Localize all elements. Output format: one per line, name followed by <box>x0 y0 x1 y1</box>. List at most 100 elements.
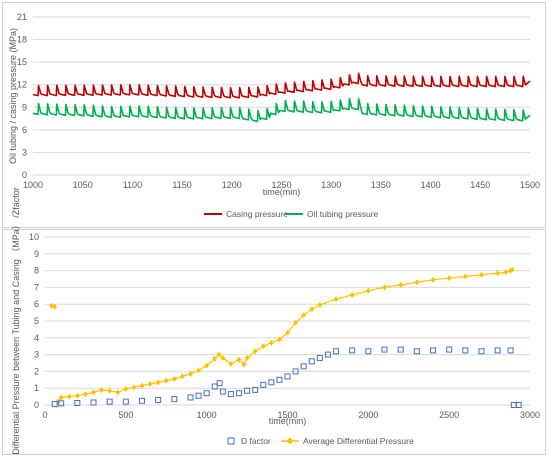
data-point-d-factor <box>494 347 501 354</box>
y-tick-label: 18 <box>17 35 27 45</box>
data-point-d-factor <box>252 386 259 393</box>
data-point-d-factor <box>446 346 453 353</box>
data-point-d-factor <box>236 390 242 397</box>
y-tick-label: 6 <box>34 299 39 309</box>
data-point-average <box>398 281 404 288</box>
data-point-average <box>260 343 266 350</box>
data-point-d-factor <box>106 398 113 405</box>
data-point-average <box>414 279 420 286</box>
y-tick-label: 3 <box>22 147 27 157</box>
data-point-average <box>503 269 509 276</box>
data-point-average <box>495 270 501 277</box>
x-tick-label: 1000 <box>23 180 43 190</box>
series-line-oil-tubing <box>32 97 531 123</box>
y-tick-label: 2 <box>34 366 39 376</box>
data-point-d-factor <box>413 348 420 355</box>
legend-marker <box>286 437 294 445</box>
data-point-d-factor <box>51 401 58 408</box>
data-point-d-factor <box>365 348 372 355</box>
y-tick-label: 21 <box>17 12 27 22</box>
data-point-average <box>365 287 371 294</box>
data-point-d-factor <box>349 347 356 354</box>
data-point-d-factor <box>430 347 436 354</box>
data-point-d-factor <box>74 399 81 406</box>
data-point-average <box>462 273 468 280</box>
data-point-average <box>52 303 58 310</box>
y-tick-label: 15 <box>17 57 27 67</box>
data-point-d-factor <box>244 387 251 394</box>
x-tick-label: 1400 <box>421 180 441 190</box>
data-point-average <box>204 362 210 369</box>
data-point-d-factor <box>276 376 283 383</box>
data-point-average <box>479 271 484 278</box>
data-point-d-factor <box>187 394 194 401</box>
y-axis-label: Differential Pressure between Tubing and… <box>11 187 21 454</box>
data-point-average <box>277 336 282 343</box>
x-tick-label: 1000 <box>197 410 217 420</box>
y-tick-label: 9 <box>22 102 27 112</box>
data-point-d-factor <box>216 380 223 387</box>
data-point-d-factor <box>316 354 323 361</box>
x-tick-label: 1250 <box>271 180 291 190</box>
x-tick-label: 3000 <box>520 410 540 420</box>
data-point-average <box>66 393 72 400</box>
data-point-average <box>115 389 121 396</box>
data-point-d-factor <box>122 398 129 405</box>
data-point-d-factor <box>211 383 218 390</box>
differential-chart: 0 1 2 3 4 5 6 7 8 9 10 0 500 1000 1500 2000 2500 3000 time… <box>11 187 540 454</box>
data-point-average <box>188 370 193 377</box>
y-tick-label: 12 <box>17 80 27 90</box>
data-point-d-factor <box>515 402 522 408</box>
data-point-average <box>317 302 323 309</box>
data-point-d-factor <box>58 400 65 407</box>
data-point-average <box>430 276 436 283</box>
data-point-d-factor <box>478 348 485 355</box>
x-axis-label: time(min) <box>269 416 307 426</box>
data-point-average <box>91 389 96 396</box>
x-tick-label: 1300 <box>321 180 341 190</box>
pressure-chart: 0 3 6 9 12 15 18 21 1000 1050 1100 1150 1200 1250 1300… <box>8 12 540 219</box>
data-point-d-factor <box>292 368 299 375</box>
data-point-average <box>196 367 201 374</box>
data-point-d-factor <box>203 390 210 397</box>
data-point-average <box>74 392 80 399</box>
y-axis-label: Oil tubing / casing pressure (MPa) <box>8 28 18 164</box>
data-point-average <box>212 355 218 362</box>
x-tick-label: 1200 <box>222 180 242 190</box>
x-tick-label: 1500 <box>520 180 540 190</box>
x-axis-label: time(min) <box>263 187 301 197</box>
y-tick-label: 6 <box>22 125 27 135</box>
data-point-d-factor <box>324 351 331 358</box>
data-point-d-factor <box>268 379 275 386</box>
data-point-average <box>58 394 64 401</box>
series-line-average <box>57 269 513 402</box>
data-point-d-factor <box>90 399 97 406</box>
x-tick-label: 2500 <box>439 410 459 420</box>
data-point-d-factor <box>195 392 202 399</box>
data-point-average <box>252 348 258 355</box>
data-point-average <box>123 386 129 393</box>
data-point-average <box>107 387 113 394</box>
data-point-average <box>228 360 234 367</box>
x-tick-label: 1500 <box>277 410 297 420</box>
data-point-average <box>241 361 247 368</box>
y-tick-label: 4 <box>34 333 39 343</box>
data-point-d-factor <box>462 347 469 354</box>
legend-label: Oil tubing pressure <box>307 209 379 219</box>
data-point-average <box>268 339 274 346</box>
data-point-average <box>309 306 315 313</box>
differential-chart-panel: 0 1 2 3 4 5 6 7 8 9 10 0 500 1000 1500 2000 2500 3000 time… <box>2 187 546 455</box>
y-tick-label: 7 <box>34 282 39 292</box>
data-point-average <box>382 284 387 291</box>
data-point-d-factor <box>397 346 404 353</box>
data-point-d-factor <box>300 363 307 370</box>
legend-label: Average Differential Pressure <box>303 436 414 446</box>
x-tick-label: 0 <box>42 410 47 420</box>
data-point-average <box>180 373 185 380</box>
x-tick-label: 500 <box>118 410 133 420</box>
data-point-d-factor <box>260 381 267 388</box>
data-point-average <box>236 356 242 363</box>
x-tick-label: 2000 <box>358 410 378 420</box>
data-point-average <box>147 381 153 387</box>
y-tick-label: 10 <box>29 232 39 242</box>
